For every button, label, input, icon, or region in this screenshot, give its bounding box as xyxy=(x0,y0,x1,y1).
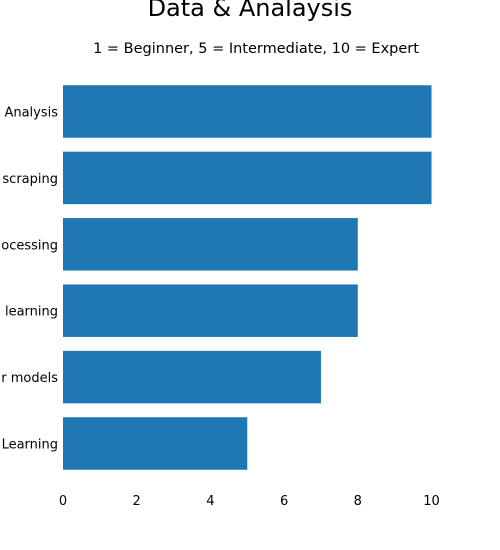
x-axis-ticks-group: 0 2 4 6 8 10 xyxy=(59,494,440,509)
bar xyxy=(63,151,432,205)
chart-title: Data & Analaysis xyxy=(148,0,353,22)
category-label: scraping xyxy=(2,172,58,187)
category-label: Learning xyxy=(2,438,58,453)
bar xyxy=(63,350,321,404)
category-label: Analysis xyxy=(4,106,58,121)
category-labels-group: Analysis scraping ocessing learning r models… xyxy=(1,106,58,453)
bar xyxy=(63,417,248,470)
bar xyxy=(63,284,358,337)
x-tick-label: 2 xyxy=(133,494,141,509)
x-tick-label: 0 xyxy=(59,494,67,509)
category-label: learning xyxy=(5,305,58,320)
x-tick-label: 8 xyxy=(354,494,362,509)
chart-subtitle: 1 = Beginner, 5 = Intermediate, 10 = Exp… xyxy=(93,41,419,57)
bars-group xyxy=(63,85,432,470)
x-tick-label: 10 xyxy=(423,494,440,509)
bar xyxy=(63,85,432,138)
category-label: r models xyxy=(1,371,58,386)
category-label: ocessing xyxy=(1,238,58,253)
x-tick-label: 4 xyxy=(206,494,214,509)
bar xyxy=(63,218,358,271)
x-tick-label: 6 xyxy=(280,494,288,509)
